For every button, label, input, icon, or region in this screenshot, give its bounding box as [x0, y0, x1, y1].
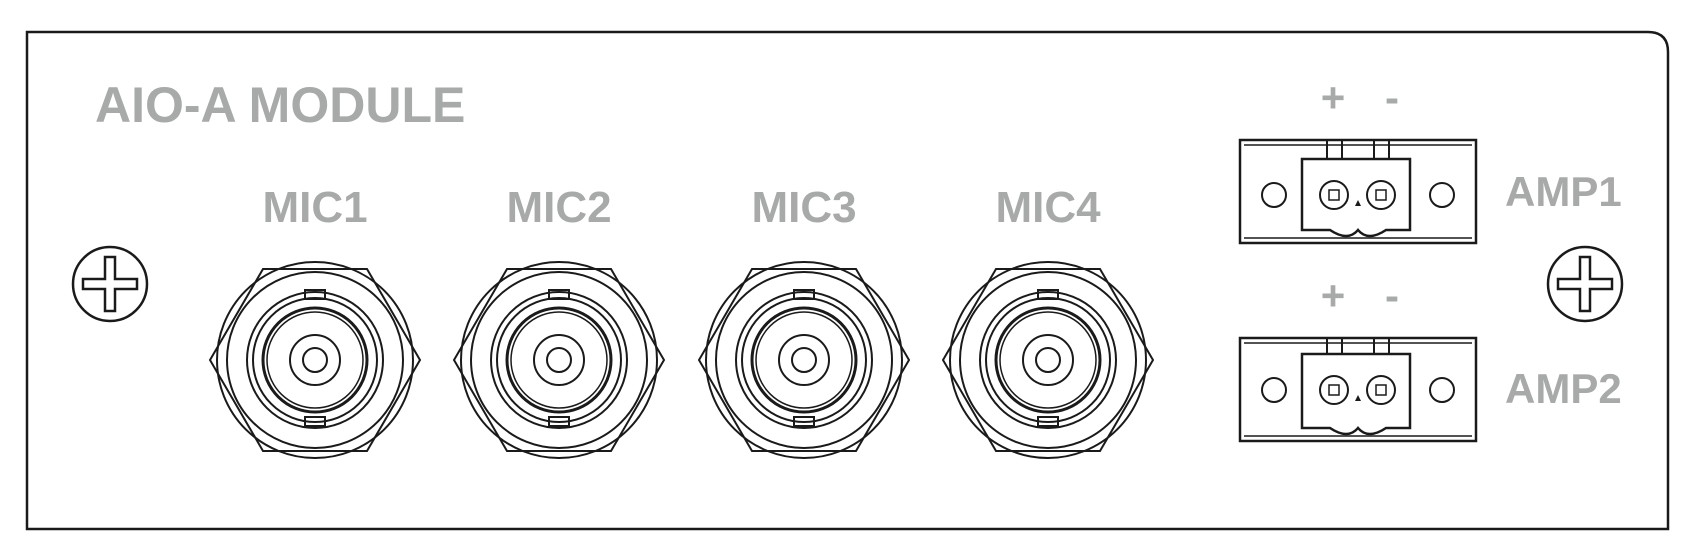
- bnc-connector-icon: [208, 261, 422, 459]
- mic3-input[interactable]: MIC3: [697, 183, 911, 459]
- amp1-output[interactable]: + - AMP1: [1238, 74, 1622, 245]
- amp1-minus-label: -: [1385, 74, 1399, 121]
- module-title: AIO-A MODULE: [95, 77, 465, 133]
- mounting-screw-right-icon: [1546, 245, 1624, 323]
- mic4-input[interactable]: MIC4: [941, 183, 1155, 459]
- amp2-output[interactable]: + - AMP2: [1238, 272, 1622, 443]
- mic1-label: MIC1: [262, 183, 367, 232]
- mic3-label: MIC3: [751, 183, 856, 232]
- amp1-label: AMP1: [1505, 168, 1622, 215]
- amp2-plus-label: +: [1321, 272, 1346, 319]
- mounting-screw-left-icon: [71, 245, 149, 323]
- bnc-connector-icon: [452, 261, 666, 459]
- terminal-block-icon: [1238, 336, 1478, 443]
- amp1-plus-label: +: [1321, 74, 1346, 121]
- bnc-connector-icon: [697, 261, 911, 459]
- amp2-label: AMP2: [1505, 365, 1622, 412]
- panel-outline: [25, 30, 1670, 531]
- mic4-label: MIC4: [995, 183, 1101, 232]
- amp2-minus-label: -: [1385, 272, 1399, 319]
- mic1-input[interactable]: MIC1: [208, 183, 422, 459]
- mic2-input[interactable]: MIC2: [452, 183, 666, 459]
- mic2-label: MIC2: [506, 183, 611, 232]
- bnc-connector-icon: [941, 261, 1155, 459]
- terminal-block-icon: [1238, 138, 1478, 245]
